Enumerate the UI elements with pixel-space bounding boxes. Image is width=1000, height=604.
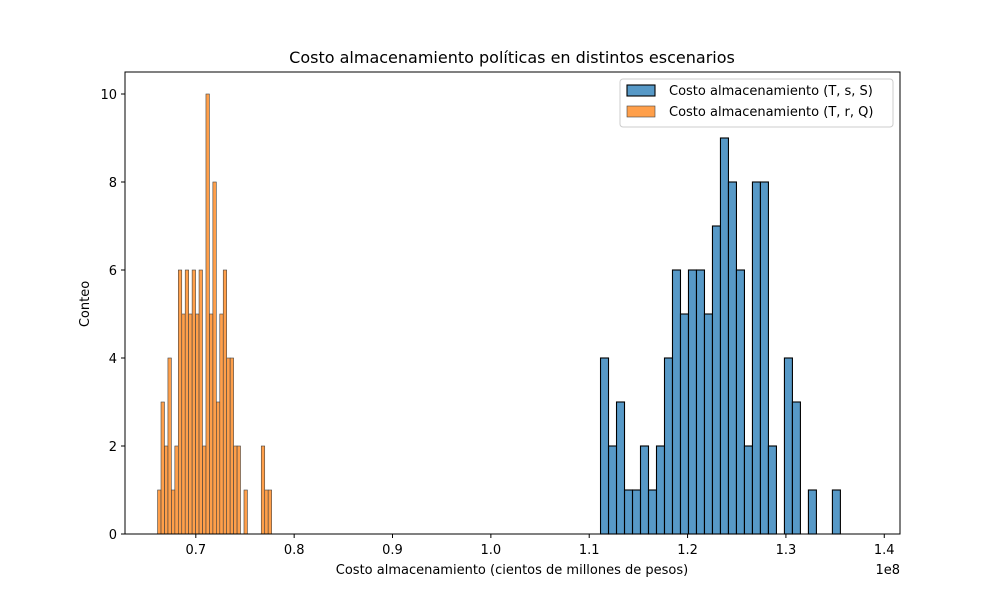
histogram-bar-series-1 — [615, 401, 626, 535]
histogram-bar-series-2 — [226, 357, 231, 535]
x-tick-label: 1.0 — [481, 543, 502, 558]
histogram-bar-series-2 — [216, 401, 221, 535]
histogram-bar-series-2 — [209, 313, 214, 535]
axes-layer: 0.7 0.8 0.9 1.0 1.1 1.2 1.3 1.4 0 2 4 6 8 10 — [100, 71, 901, 558]
histogram-bar-series-1 — [671, 269, 682, 535]
histogram-bar-series-2 — [191, 269, 196, 535]
legend-box — [619, 78, 894, 128]
x-tick-label: 1.4 — [874, 543, 895, 558]
legend-swatch-series-1 — [626, 84, 656, 97]
histogram-bar-series-1 — [647, 489, 658, 535]
histogram-bar-series-1 — [751, 181, 761, 535]
histogram-bar-series-2 — [264, 489, 269, 535]
histogram-bar-series-2 — [164, 445, 169, 535]
histogram-bar-series-1 — [727, 181, 738, 535]
histogram-bar-series-1 — [679, 313, 690, 535]
histogram-bar-series-1 — [655, 445, 666, 535]
x-tick-label: 1.2 — [677, 543, 698, 558]
histogram-bar-series-1 — [743, 445, 753, 535]
legend-label-series-1: Costo almacenamiento (T, s, S) — [669, 84, 873, 99]
histogram-bar-series-1 — [759, 181, 769, 535]
chart-title: Costo almacenamiento políticas en distin… — [289, 48, 735, 67]
y-tick-label: 6 — [109, 264, 117, 279]
legend-label-series-2: Costo almacenamiento (T, r, Q) — [669, 105, 873, 120]
histogram-bar-series-2 — [184, 269, 189, 535]
histogram-bar-series-2 — [174, 445, 179, 535]
histogram-bar-series-1 — [711, 225, 722, 535]
histogram-bar-series-2 — [157, 489, 162, 535]
histogram-bar-series-2 — [236, 445, 241, 535]
x-axis-label: Costo almacenamiento (cientos de millone… — [336, 563, 688, 578]
histogram-bar-series-2 — [177, 269, 183, 535]
histogram-bar-series-2 — [160, 401, 165, 535]
y-tick-label: 8 — [109, 176, 117, 191]
histogram-bar-series-2 — [181, 313, 186, 535]
y-tick-label: 10 — [100, 88, 117, 103]
histogram-bar-series-2 — [202, 445, 207, 535]
histogram-bar-series-1 — [639, 445, 650, 535]
histogram-bar-series-2 — [188, 313, 193, 535]
histogram-bar-series-1 — [735, 269, 745, 535]
histogram-bar-series-1 — [663, 357, 674, 535]
histogram-bar-series-2 — [212, 181, 217, 535]
x-axis-offset-label: 1e8 — [875, 563, 900, 578]
histogram-bar-series-2 — [233, 445, 238, 535]
histogram-bar-series-1 — [791, 401, 801, 535]
histogram-bar-series-1 — [719, 137, 730, 535]
x-tick-label: 0.8 — [284, 543, 305, 558]
histogram-bar-series-1 — [783, 357, 793, 535]
bars-layer — [157, 93, 841, 535]
histogram-bar-series-2 — [260, 445, 266, 535]
histogram-bar-series-2 — [205, 93, 210, 535]
y-tick-label: 0 — [109, 528, 117, 543]
plot-frame — [124, 71, 901, 535]
y-tick-label: 2 — [109, 440, 117, 455]
legend: Costo almacenamiento (T, s, S) Costo alma… — [619, 78, 894, 128]
histogram-bar-series-2 — [219, 313, 224, 535]
histogram-bar-series-1 — [695, 269, 706, 535]
y-axis-label: Conteo — [78, 281, 93, 327]
histogram-bar-series-1 — [631, 489, 642, 535]
histogram-bar-series-1 — [623, 489, 634, 535]
x-tick-label: 0.7 — [185, 543, 206, 558]
y-tick-label: 4 — [109, 352, 117, 367]
x-tick-label: 1.1 — [579, 543, 600, 558]
histogram-bar-series-1 — [767, 445, 777, 535]
x-tick-label: 1.3 — [776, 543, 797, 558]
histogram-bar-series-1 — [687, 269, 698, 535]
histogram-bar-series-1 — [703, 313, 714, 535]
histogram-bar-series-1 — [607, 445, 618, 535]
histogram-bar-series-2 — [198, 269, 203, 535]
histogram-bar-series-2 — [167, 357, 172, 535]
x-tick-label: 0.9 — [382, 543, 403, 558]
histogram-bar-series-2 — [222, 269, 227, 535]
histogram-bar-series-1 — [831, 489, 841, 535]
legend-swatch-series-2 — [626, 105, 656, 118]
histogram-bar-series-2 — [243, 489, 248, 535]
histogram-bar-series-2 — [267, 489, 272, 535]
histogram-bar-series-2 — [195, 313, 200, 535]
histogram-bar-series-1 — [807, 489, 817, 535]
histogram-bar-series-2 — [171, 489, 176, 535]
histogram-bar-series-1 — [599, 357, 610, 535]
histogram-bar-series-2 — [229, 357, 234, 535]
